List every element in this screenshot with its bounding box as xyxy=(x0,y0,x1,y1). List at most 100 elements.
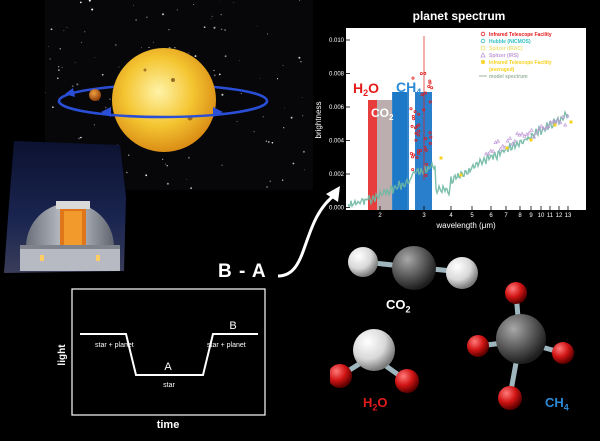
star-dot xyxy=(135,19,137,21)
label-b: B xyxy=(229,320,236,332)
star-dot xyxy=(56,77,59,80)
x-tick-label: 3 xyxy=(422,213,426,219)
star-dot xyxy=(52,106,54,108)
irtf-data-point xyxy=(417,129,421,133)
irtf-data-point xyxy=(412,153,416,157)
star-dot xyxy=(302,115,304,117)
star-dot xyxy=(262,115,265,118)
star-dot xyxy=(59,48,61,50)
spitzer-irs-point xyxy=(539,123,544,128)
star-dot xyxy=(174,46,176,49)
star-dot xyxy=(220,1,221,2)
model-spectrum-line xyxy=(347,110,569,208)
star-dot xyxy=(271,141,274,144)
lightcurve-ylabel: light xyxy=(57,344,68,366)
right-level-label: star + planet xyxy=(207,342,246,349)
x-tick-label: 7 xyxy=(504,213,508,219)
irtf-data-point xyxy=(411,76,415,80)
star-dot xyxy=(221,164,223,166)
x-tick-label: 9 xyxy=(529,213,533,219)
spitzer-irs-point xyxy=(541,125,546,130)
planet-spectrum-chart: planet spectrum H2O CO2 CH4 0.010 0.008 0.… xyxy=(311,0,600,232)
star-dot xyxy=(164,163,167,165)
irtf-data-point xyxy=(424,137,428,141)
spitzer-irs-point xyxy=(495,138,501,143)
irtf-data-point xyxy=(417,123,421,127)
spitzer-irs-point xyxy=(488,148,493,153)
irtf-data-point xyxy=(428,100,432,104)
star-dot xyxy=(266,33,269,35)
star-dot xyxy=(300,61,302,63)
legend-marker xyxy=(480,52,486,58)
star-dot xyxy=(213,26,216,29)
star-dot xyxy=(166,182,169,185)
star-dot xyxy=(220,13,222,16)
star-dot xyxy=(148,46,150,48)
irtf-data-point xyxy=(425,162,429,166)
star-dot xyxy=(224,29,226,31)
star-dot xyxy=(78,137,81,140)
star-dot xyxy=(302,150,305,153)
star-system-illustration xyxy=(45,0,305,190)
lightcurve-frame xyxy=(71,288,266,416)
star-dot xyxy=(186,178,187,180)
x-tick-label: 13 xyxy=(565,213,572,219)
legend-marker xyxy=(480,45,486,51)
irtf-data-point xyxy=(429,135,433,139)
irtf-data-point xyxy=(420,93,424,97)
irtf-data-point xyxy=(428,131,432,135)
star-dot xyxy=(168,29,170,31)
star-dot xyxy=(176,9,178,11)
spitzer-irs-point xyxy=(555,117,561,122)
spectrum-xlabel: wavelength (μm) xyxy=(435,221,496,230)
star-dot xyxy=(166,164,169,167)
spitzer-irs-point xyxy=(529,127,534,132)
irtf-averaged-point xyxy=(439,156,443,160)
x-tick-label: 12 xyxy=(556,213,563,219)
star-dot xyxy=(292,162,295,165)
star-dot xyxy=(193,4,195,6)
irtf-data-point xyxy=(430,86,434,90)
star-dot xyxy=(267,141,270,143)
star-dot xyxy=(58,69,60,71)
ch4-band-2 xyxy=(415,92,432,210)
spitzer-irs-point xyxy=(527,130,532,135)
irtf-data-point xyxy=(415,155,419,159)
star-dot xyxy=(141,47,143,49)
star-dot xyxy=(48,46,49,47)
left-level-label: star + planet xyxy=(95,342,134,349)
spitzer-irs-point xyxy=(560,114,565,119)
star-dot xyxy=(276,78,279,80)
star-dot xyxy=(298,56,301,59)
spitzer-irs-point xyxy=(507,136,513,140)
star-dot xyxy=(98,99,100,101)
star-dot xyxy=(114,44,117,46)
star-dot xyxy=(253,131,255,133)
transit-light-curve: star + planet star + planet star A B lig… xyxy=(0,282,300,436)
irtf-data-point xyxy=(416,151,420,155)
x-tick-label: 10 xyxy=(538,213,545,219)
star-dot xyxy=(238,60,240,62)
spitzer-irs-point xyxy=(512,138,517,143)
y-tick-labels: 0.010 0.008 0.006 0.004 0.002 0.000 xyxy=(329,38,350,212)
orbit-arrow-left xyxy=(101,107,111,117)
star-dot xyxy=(45,91,46,94)
star-dot xyxy=(259,77,261,79)
star-dot xyxy=(118,66,120,68)
star-dot xyxy=(152,41,155,44)
irtf-data-point xyxy=(419,72,423,76)
legend-label: Spitzer (IRS) xyxy=(489,53,519,59)
spectrum-data-series xyxy=(347,36,573,208)
irtf-averaged-point xyxy=(505,146,509,150)
star-dot xyxy=(299,0,301,1)
star-dot xyxy=(282,179,284,181)
spitzer-irs-point xyxy=(551,119,556,124)
star-dot xyxy=(61,67,63,69)
star-dot xyxy=(233,2,235,4)
star-dot xyxy=(63,30,65,32)
star-dot xyxy=(218,73,221,76)
star-dot xyxy=(194,55,197,58)
star-dot xyxy=(76,83,79,86)
legend-label: Hubble (NICMOS) xyxy=(489,39,531,45)
